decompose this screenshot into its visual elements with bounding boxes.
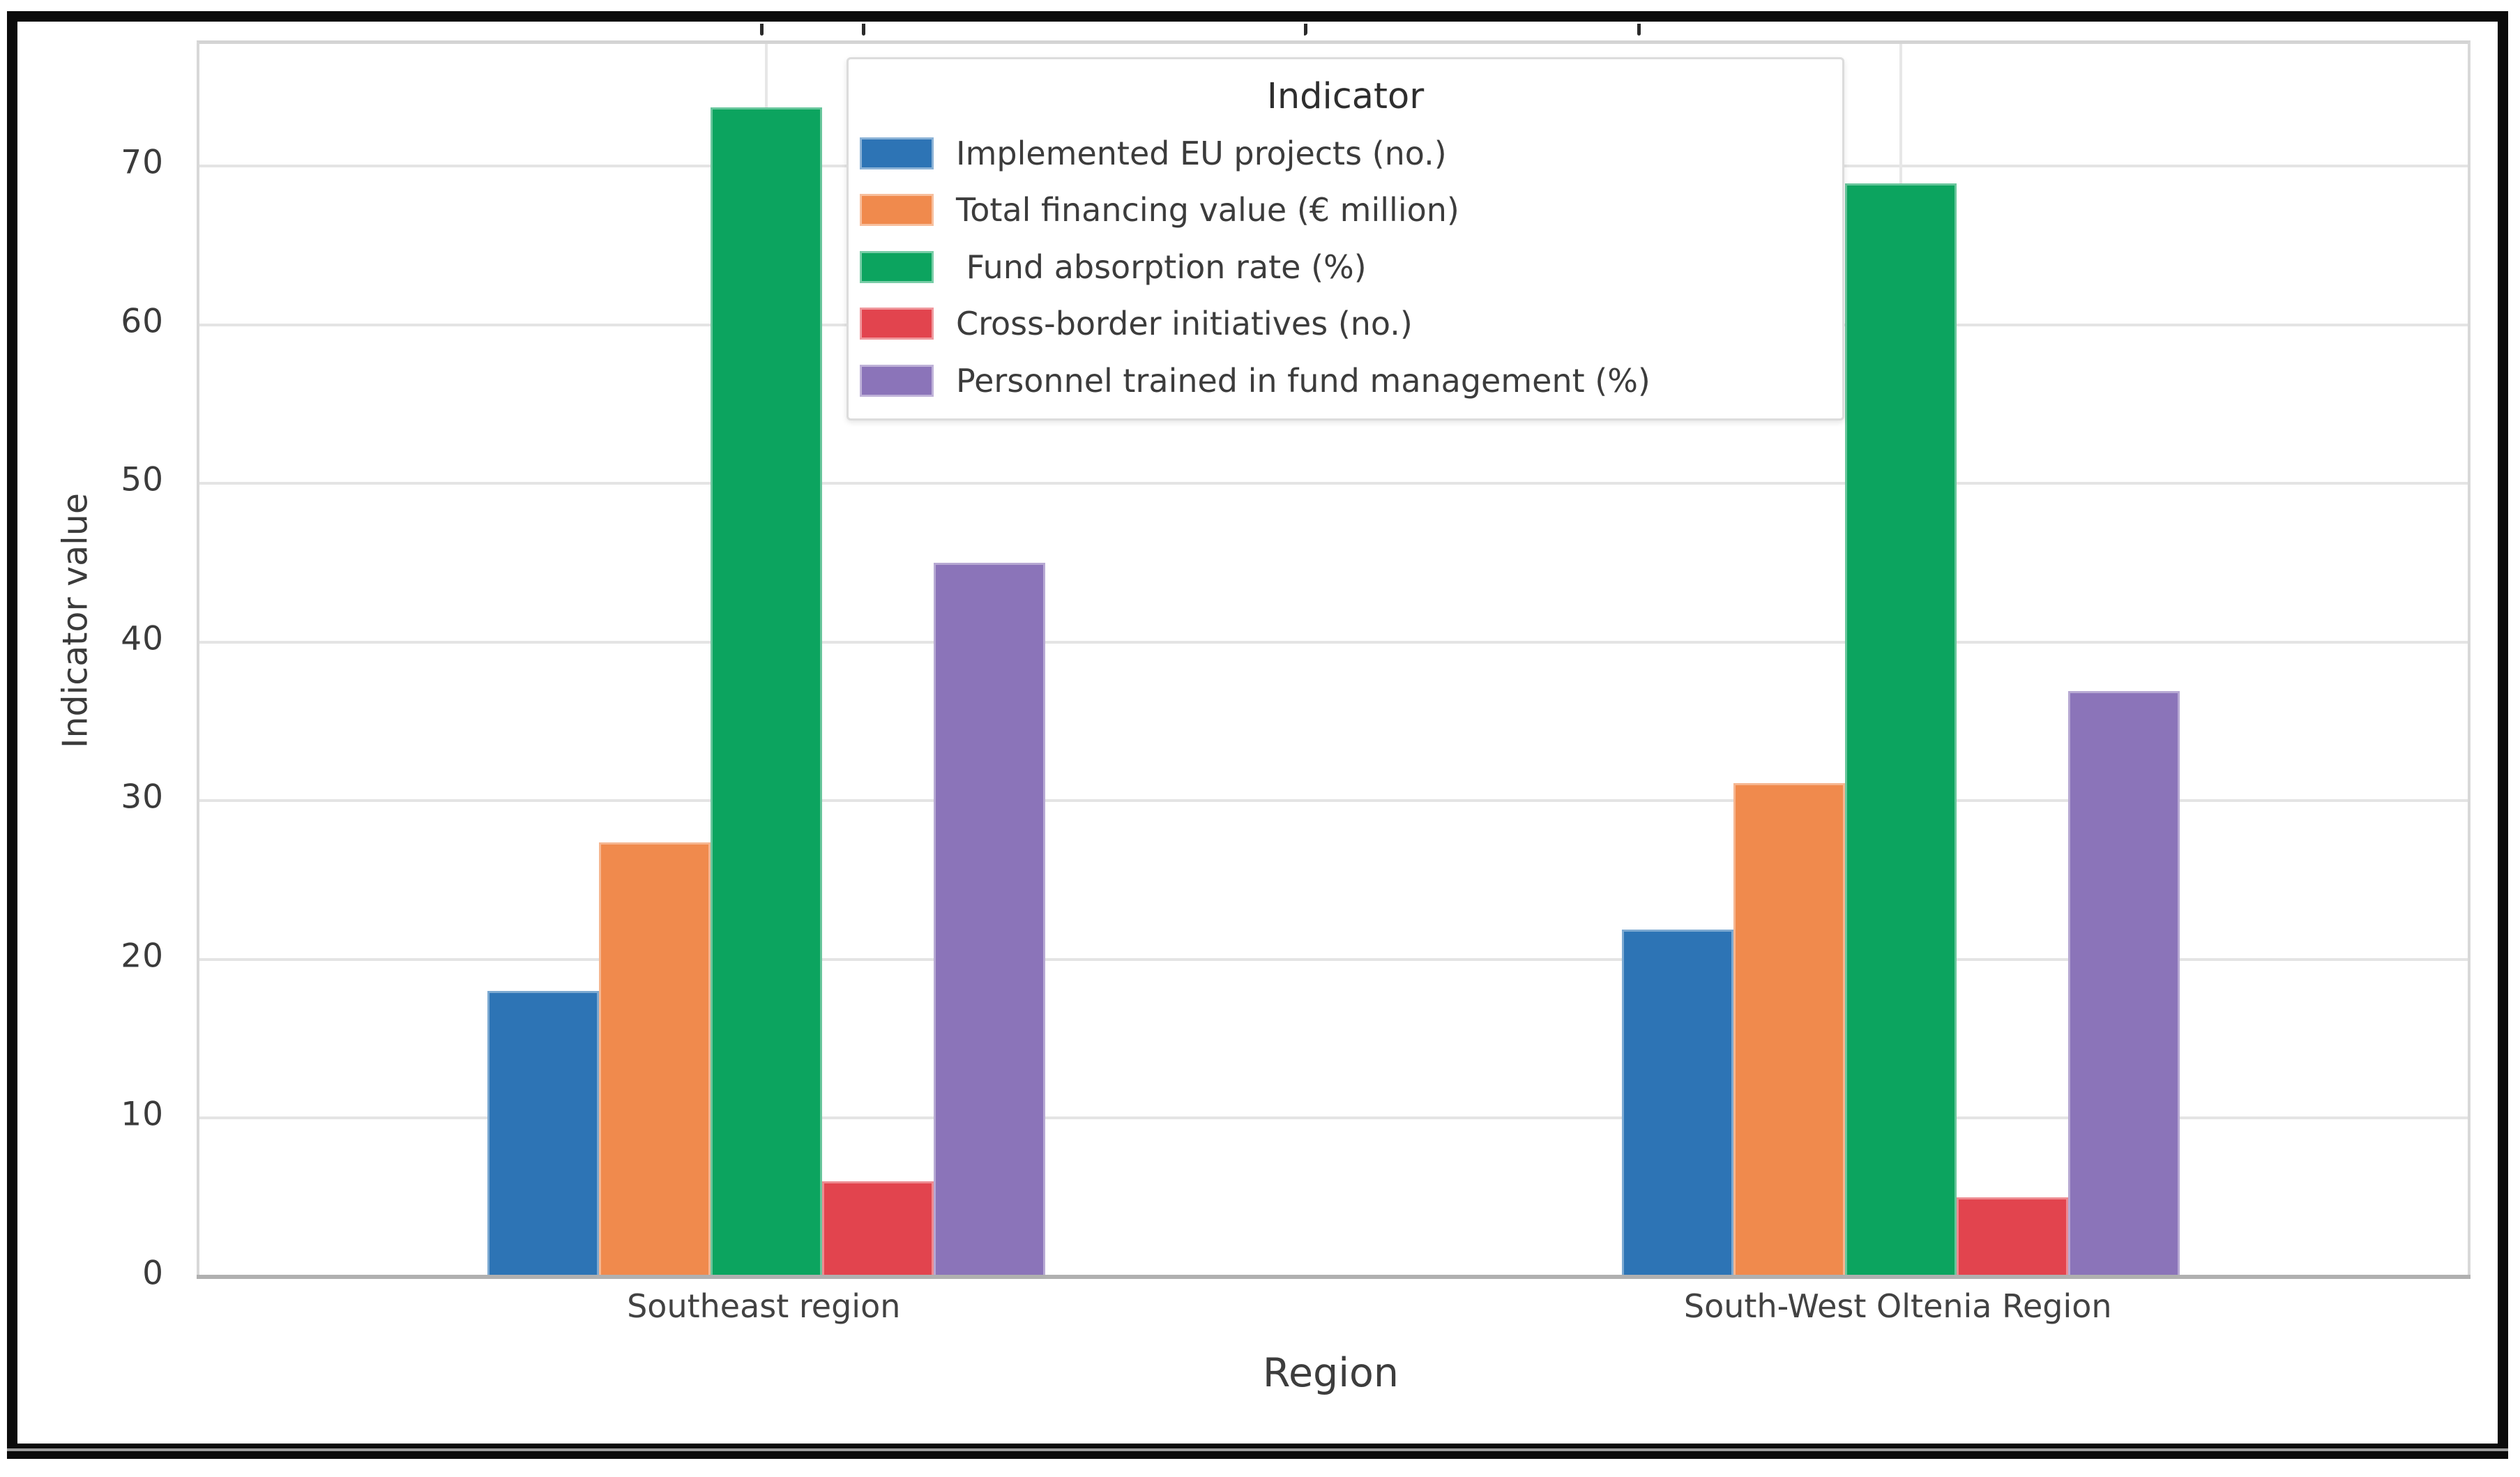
x-axis-title: Region bbox=[1262, 1350, 1399, 1396]
gridline-y-10 bbox=[199, 1116, 2468, 1120]
legend-item-label: Fund absorption rate (%) bbox=[956, 248, 1367, 286]
bar-implemented-eu-projects-no bbox=[1621, 929, 1733, 1277]
x-axis-tick-labels: Southeast region South-West Oltenia Regio… bbox=[197, 1287, 2465, 1329]
bar-total-financing-value-million bbox=[1733, 783, 1845, 1277]
bar-implemented-eu-projects-no bbox=[487, 991, 600, 1277]
bar-total-financing-value-million bbox=[599, 842, 711, 1277]
x-tick-label-0: Southeast region bbox=[627, 1287, 901, 1325]
bar-cross-border-initiatives-no bbox=[1956, 1197, 2068, 1277]
legend-swatch-icon bbox=[860, 308, 934, 340]
y-tick-label-30: 30 bbox=[121, 778, 164, 817]
y-tick-label-60: 60 bbox=[121, 302, 164, 341]
bar-personnel-trained-in-fund-management bbox=[934, 563, 1046, 1277]
bar-fund-absorption-rate bbox=[1844, 183, 1957, 1277]
legend-item: Cross-border initiatives (no.) bbox=[849, 305, 1842, 342]
y-tick-label-0: 0 bbox=[142, 1254, 164, 1293]
y-tick-label-50: 50 bbox=[121, 460, 164, 499]
gridline-y-40 bbox=[199, 640, 2468, 644]
bar-group-0 bbox=[487, 44, 1046, 1277]
gridline-y-50 bbox=[199, 482, 2468, 485]
legend-title: Indicator bbox=[1266, 76, 1425, 117]
legend-swatch-icon bbox=[860, 251, 934, 283]
gridline-y-30 bbox=[199, 799, 2468, 803]
legend-item: Fund absorption rate (%) bbox=[849, 249, 1842, 285]
y-tick-label-10: 10 bbox=[121, 1095, 164, 1134]
gridline-y-20 bbox=[199, 957, 2468, 961]
bar-personnel-trained-in-fund-management bbox=[2067, 691, 2180, 1277]
x-tick-label-1: South-West Oltenia Region bbox=[1683, 1287, 2112, 1325]
legend-item-label: Implemented EU projects (no.) bbox=[956, 135, 1447, 172]
plot-area bbox=[197, 40, 2470, 1279]
clipped-title-fragment bbox=[1304, 24, 1307, 36]
y-tick-label-70: 70 bbox=[121, 143, 164, 182]
legend-item-label: Cross-border initiatives (no.) bbox=[956, 305, 1413, 342]
y-tick-label-20: 20 bbox=[121, 937, 164, 976]
legend-item: Personnel trained in fund management (%) bbox=[849, 363, 1842, 399]
legend-item-label: Personnel trained in fund management (%) bbox=[956, 362, 1650, 400]
legend: Indicator Implemented EU projects (no.) T… bbox=[847, 57, 1844, 421]
x-axis-line bbox=[197, 1275, 2470, 1279]
legend-swatch-icon bbox=[860, 365, 934, 397]
clipped-title-fragment bbox=[760, 24, 764, 36]
y-axis-tick-labels: 0 10 20 30 40 50 60 70 bbox=[28, 40, 164, 1293]
clipped-title-fragment bbox=[1637, 24, 1641, 36]
bar-group-1 bbox=[1621, 44, 2180, 1277]
picture-frame-border bbox=[7, 11, 2508, 1459]
clipped-title-fragment bbox=[862, 24, 865, 36]
legend-swatch-icon bbox=[860, 137, 934, 169]
y-tick-label-40: 40 bbox=[121, 619, 164, 658]
legend-item: Implemented EU projects (no.) bbox=[849, 135, 1842, 172]
bar-fund-absorption-rate bbox=[711, 107, 823, 1277]
legend-item: Total financing value (€ million) bbox=[849, 192, 1842, 228]
legend-swatch-icon bbox=[860, 194, 934, 226]
legend-item-label: Total financing value (€ million) bbox=[956, 191, 1459, 229]
bar-cross-border-initiatives-no bbox=[822, 1181, 934, 1277]
